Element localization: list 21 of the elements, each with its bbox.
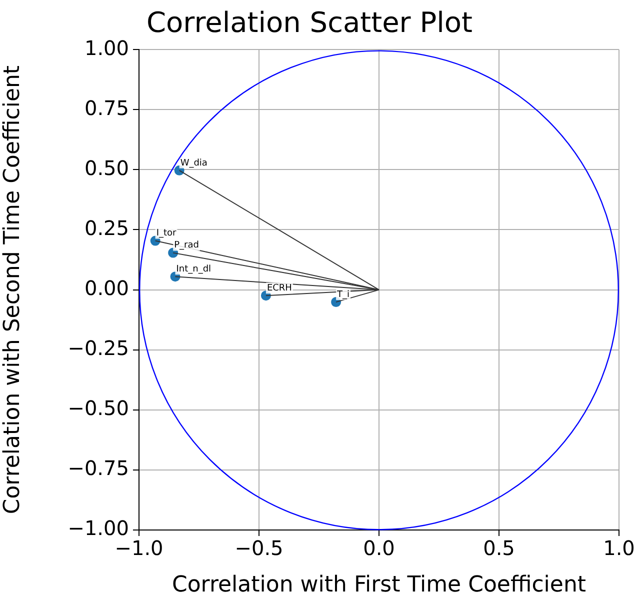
chart-title: Correlation Scatter Plot	[146, 6, 473, 40]
annotation: T_i	[336, 290, 350, 300]
y-tick-label: −0.75	[68, 456, 129, 480]
annotation: W_dia	[180, 158, 208, 168]
x-axis-title: Correlation with First Time Coefficient	[172, 572, 586, 598]
y-tick-label: 0.50	[84, 156, 129, 180]
x-tick-label: 0.0	[363, 536, 395, 560]
y-tick-label: 1.00	[84, 36, 129, 60]
y-tick-label: −0.50	[68, 396, 129, 420]
y-axis-title: Correlation with Second Time Coefficient	[0, 65, 25, 514]
annotation: I_tor	[156, 228, 177, 239]
x-tick-label: −0.5	[234, 536, 284, 560]
y-tick-label: 0.25	[84, 216, 129, 240]
y-tick-label: 0.00	[84, 276, 129, 300]
y-tick-label: −0.25	[68, 336, 129, 360]
annotation: ECRH	[266, 283, 292, 294]
y-tick-label: 0.75	[84, 96, 129, 120]
x-tick-label: 0.5	[483, 536, 515, 560]
annotation: Int_n_dl	[176, 264, 212, 274]
x-tick-label: 1.0	[603, 536, 635, 560]
annotation: P_rad	[174, 240, 199, 251]
